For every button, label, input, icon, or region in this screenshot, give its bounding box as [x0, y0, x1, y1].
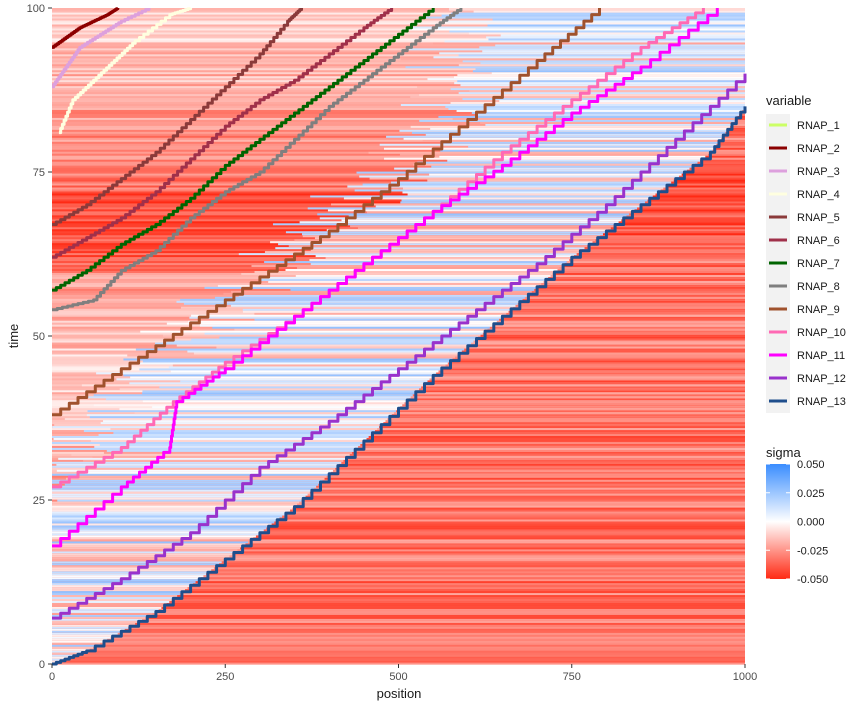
x-tick-label: 500: [389, 671, 407, 683]
legend-label-rnap_1: RNAP_1: [797, 120, 840, 132]
series-line-rnap_6: [52, 8, 394, 259]
series-line-rnap_3: [52, 8, 151, 89]
y-tick-label: 75: [33, 167, 45, 179]
y-tick-label: 100: [27, 3, 45, 15]
colorbar-tick-label: 0.050: [797, 459, 825, 471]
series-lines: [52, 7, 747, 666]
legend-items: RNAP_1 RNAP_2 RNAP_3 RNAP_4 RNAP_5 RNAP_6 RNAP…: [766, 114, 846, 413]
colorbar: sigma 0.050 0.025 0.000 -0.025 -0.050: [766, 445, 828, 586]
series-line-rnap_11: [52, 8, 719, 548]
axes: 0 250 500 750 1000 0 25 50 75 100: [27, 3, 758, 683]
series-line-rnap_4: [58, 7, 193, 135]
legend-label-rnap_9: RNAP_9: [797, 304, 840, 316]
legend-label-rnap_13: RNAP_13: [797, 396, 846, 408]
colorbar-tick-label: -0.050: [797, 574, 828, 586]
y-axis-label: time: [6, 324, 21, 349]
y-tick-label: 50: [33, 331, 45, 343]
legend-label-rnap_5: RNAP_5: [797, 212, 840, 224]
x-tick-label: 1000: [733, 671, 757, 683]
legend-label-rnap_2: RNAP_2: [797, 143, 840, 155]
x-tick-label: 0: [49, 671, 55, 683]
x-tick-label: 250: [216, 671, 234, 683]
legend: variable RNAP_1RNAP_2RNAP_3RNAP_4RNAP_5R…: [766, 93, 846, 413]
colorbar-tick-label: 0.000: [797, 517, 825, 529]
legend-label-rnap_4: RNAP_4: [797, 189, 840, 201]
legend-label-rnap_11: RNAP_11: [797, 350, 845, 362]
series-line-rnap_8: [52, 8, 463, 312]
legend-label-rnap_8: RNAP_8: [797, 281, 840, 293]
legend-label-rnap_10: RNAP_10: [797, 327, 846, 339]
legend-label-rnap_3: RNAP_3: [797, 166, 840, 178]
series-line-rnap_9: [52, 8, 601, 417]
legend-label-rnap_12: RNAP_12: [797, 373, 846, 385]
series-line-rnap_12: [52, 73, 747, 620]
series-line-rnap_7: [52, 8, 435, 292]
legend-label-rnap_6: RNAP_6: [797, 235, 840, 247]
colorbar-title: sigma: [766, 445, 801, 460]
x-axis-label: position: [377, 686, 422, 701]
series-line-rnap_2: [52, 7, 120, 49]
y-tick-label: 25: [33, 495, 45, 507]
x-tick-label: 750: [563, 671, 581, 683]
heatmap-background: [52, 8, 746, 665]
colorbar-body: 0.050 0.025 0.000 -0.025 -0.050: [766, 459, 828, 586]
colorbar-tick-label: 0.025: [797, 488, 825, 500]
legend-label-rnap_7: RNAP_7: [797, 258, 840, 270]
series-line-rnap_5: [52, 8, 303, 226]
legend-title: variable: [766, 93, 812, 108]
colorbar-tick-label: -0.025: [797, 545, 828, 557]
series-line-rnap_13: [52, 106, 747, 666]
y-tick-label: 0: [39, 659, 45, 671]
